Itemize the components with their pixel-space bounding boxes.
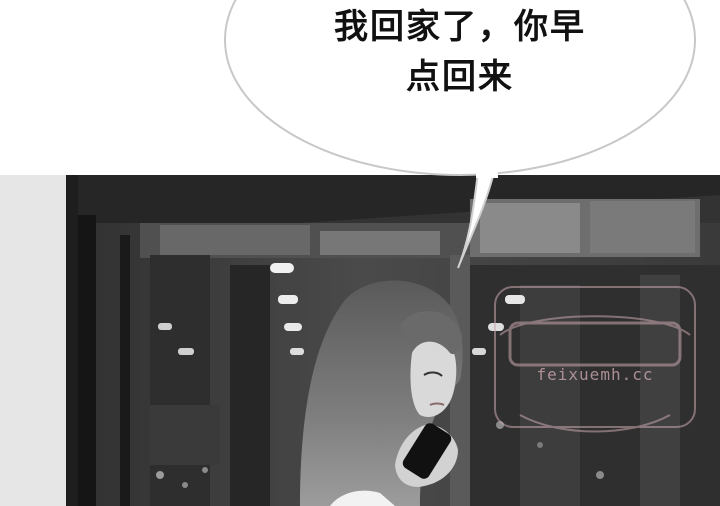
street-scene xyxy=(0,175,720,506)
phone xyxy=(402,423,452,479)
girl-figure xyxy=(300,280,463,506)
watermark-subtitle: feixuemh.cc xyxy=(536,365,654,384)
speech-line-1: 我回家了，你早 xyxy=(334,7,586,47)
watermark xyxy=(494,286,696,433)
photo-panel: feixuemh.cc xyxy=(0,175,720,506)
left-wall xyxy=(0,175,66,506)
speech-line-2: 点回来 xyxy=(406,57,514,97)
speech-text: 我回家了，你早 点回来 xyxy=(290,2,630,102)
